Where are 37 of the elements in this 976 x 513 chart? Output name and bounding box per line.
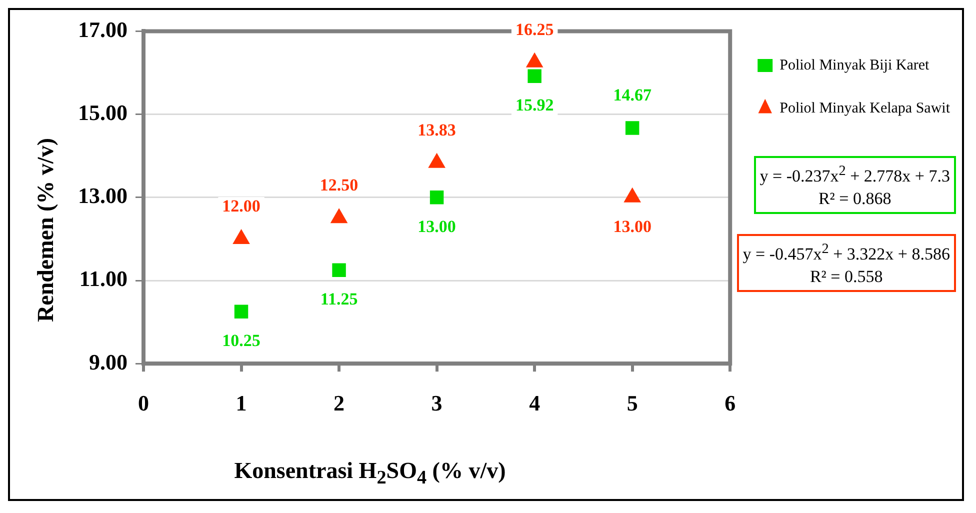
- data-label: 12.50: [320, 176, 358, 195]
- point: [330, 208, 348, 224]
- x-tick-label: 4: [529, 390, 540, 416]
- x-tick-label: 1: [236, 390, 247, 416]
- text: y = -0.237x$^{2}$ + 2.778x + 7.3: [760, 162, 950, 188]
- point: [234, 304, 248, 319]
- y-tick-label: 9.00: [89, 349, 128, 374]
- data-label: 11.25: [320, 290, 358, 309]
- x-tick-label: 5: [626, 390, 638, 416]
- data-label: 10.25: [222, 331, 260, 350]
- text: R² = 0.868: [817, 188, 892, 210]
- data-label: 12.00: [222, 196, 260, 216]
- data-label: 13.00: [613, 216, 652, 236]
- y-axis-title: Rendemen (% v/v): [33, 138, 59, 322]
- point: [332, 263, 346, 277]
- point: [428, 153, 446, 168]
- text: R² = 0.558: [808, 266, 884, 288]
- point: [526, 52, 543, 68]
- y-tick-label: 15.00: [78, 100, 128, 125]
- y-tick-label: 11.00: [79, 266, 128, 292]
- text: y = -0.457x$^{2}$ + 3.322x + 8.586: [742, 240, 950, 266]
- y-tick-label: 17.00: [78, 16, 128, 42]
- x-tick-label: 2: [334, 390, 345, 416]
- data-label: 13.83: [418, 120, 456, 140]
- data-label: 15.92: [515, 95, 554, 114]
- x-axis-title: Konsentrasi H$_{2}$SO$_{4}$ (% v/v): [233, 458, 507, 490]
- y-tick-label: 13.00: [78, 183, 128, 208]
- x-tick-label: 0: [138, 390, 149, 416]
- data-label: 16.25: [515, 20, 554, 39]
- point: [430, 190, 444, 204]
- data-label: 14.67: [613, 85, 652, 104]
- x-tick-label: 3: [431, 390, 442, 416]
- legend-label: Poliol Minyak Biji Karet: [780, 57, 930, 74]
- x-tick-label: 6: [724, 390, 736, 416]
- data-label: 13.00: [418, 216, 456, 236]
- point: [624, 188, 641, 202]
- legend-label: Poliol Minyak Kelapa Sawit: [780, 100, 951, 116]
